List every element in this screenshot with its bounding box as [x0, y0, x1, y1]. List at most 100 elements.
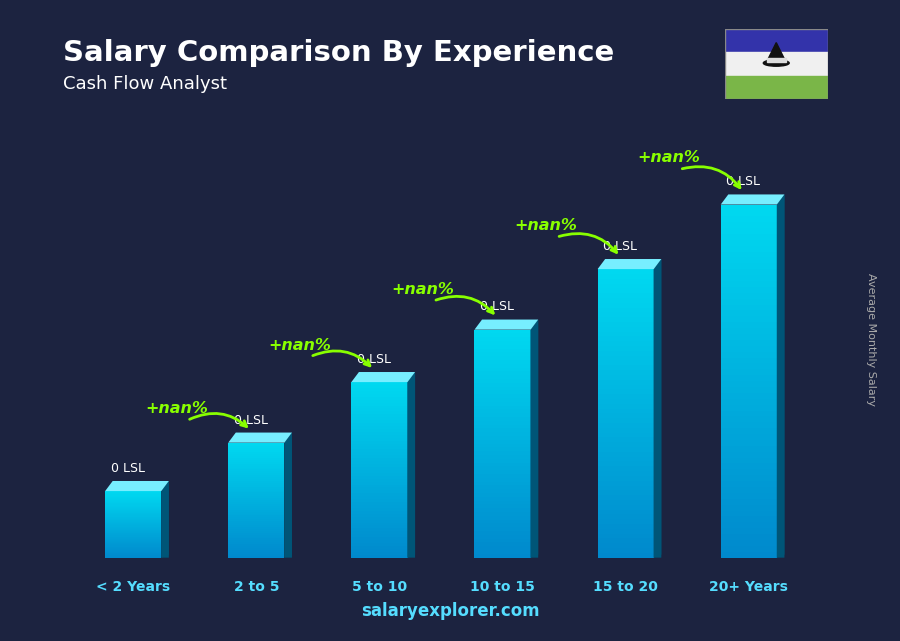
Bar — [474, 379, 531, 383]
Polygon shape — [161, 481, 169, 558]
Bar — [474, 349, 531, 353]
Text: 10 to 15: 10 to 15 — [470, 580, 535, 594]
Bar — [105, 491, 161, 492]
Bar — [721, 340, 777, 345]
Bar — [351, 440, 408, 444]
Polygon shape — [351, 372, 415, 382]
Bar — [351, 385, 408, 388]
Bar — [105, 544, 161, 545]
Bar — [721, 381, 777, 387]
Bar — [351, 522, 408, 526]
Bar — [351, 517, 408, 520]
Polygon shape — [474, 320, 538, 329]
Bar — [598, 404, 653, 408]
Bar — [721, 204, 777, 210]
Polygon shape — [531, 320, 538, 558]
Bar — [721, 252, 777, 258]
Bar — [351, 455, 408, 458]
Bar — [474, 478, 531, 481]
Bar — [474, 455, 531, 459]
Bar — [474, 550, 531, 554]
Bar — [105, 554, 161, 556]
Bar — [229, 496, 284, 498]
Bar — [474, 444, 531, 447]
Bar — [229, 513, 284, 515]
Text: 0 LSL: 0 LSL — [603, 240, 637, 253]
Bar — [721, 399, 777, 404]
Bar — [105, 533, 161, 535]
Bar — [105, 523, 161, 524]
Bar — [229, 533, 284, 535]
Polygon shape — [161, 481, 169, 558]
Bar — [721, 322, 777, 328]
Bar — [351, 481, 408, 485]
Bar — [105, 506, 161, 508]
Bar — [598, 279, 653, 283]
Polygon shape — [105, 481, 169, 491]
Bar — [474, 497, 531, 501]
Bar — [229, 525, 284, 527]
Bar — [721, 363, 777, 369]
Bar — [351, 382, 408, 385]
Bar — [721, 352, 777, 358]
Bar — [229, 471, 284, 473]
Bar — [474, 524, 531, 528]
Bar — [474, 528, 531, 531]
Bar — [474, 481, 531, 485]
Bar — [474, 520, 531, 524]
Bar — [351, 391, 408, 394]
Bar — [351, 554, 408, 558]
Bar — [474, 489, 531, 493]
Bar — [229, 454, 284, 456]
Bar — [351, 479, 408, 481]
Bar — [229, 477, 284, 479]
Polygon shape — [284, 433, 292, 558]
Bar — [721, 511, 777, 517]
Bar — [474, 375, 531, 379]
Bar — [721, 410, 777, 417]
Bar — [351, 526, 408, 528]
Bar — [105, 540, 161, 541]
Bar — [474, 474, 531, 478]
Bar — [229, 451, 284, 453]
Bar — [598, 442, 653, 447]
Bar — [351, 543, 408, 546]
Bar — [721, 475, 777, 481]
Bar — [229, 465, 284, 467]
Bar — [598, 514, 653, 519]
Bar — [105, 532, 161, 533]
Bar — [474, 432, 531, 436]
Bar — [229, 554, 284, 556]
Bar — [229, 481, 284, 483]
Bar — [598, 437, 653, 442]
Bar — [598, 538, 653, 543]
Bar — [721, 440, 777, 446]
Bar — [229, 498, 284, 500]
Bar — [598, 519, 653, 524]
Bar — [474, 417, 531, 421]
Bar — [598, 346, 653, 351]
Bar — [721, 310, 777, 317]
Bar — [229, 506, 284, 508]
Bar — [351, 485, 408, 487]
Bar — [474, 424, 531, 428]
Bar — [474, 368, 531, 371]
Bar — [598, 360, 653, 365]
Bar — [721, 293, 777, 299]
Bar — [598, 447, 653, 452]
Bar — [724, 29, 828, 53]
Bar — [598, 399, 653, 404]
Bar — [721, 487, 777, 493]
Bar — [105, 511, 161, 512]
Bar — [598, 456, 653, 462]
Bar — [105, 499, 161, 500]
Bar — [474, 360, 531, 364]
Bar — [598, 413, 653, 418]
Bar — [351, 494, 408, 496]
Bar — [474, 538, 531, 542]
Text: 15 to 20: 15 to 20 — [593, 580, 658, 594]
Bar — [598, 308, 653, 312]
Bar — [721, 258, 777, 263]
Bar — [229, 463, 284, 465]
Bar — [229, 519, 284, 521]
